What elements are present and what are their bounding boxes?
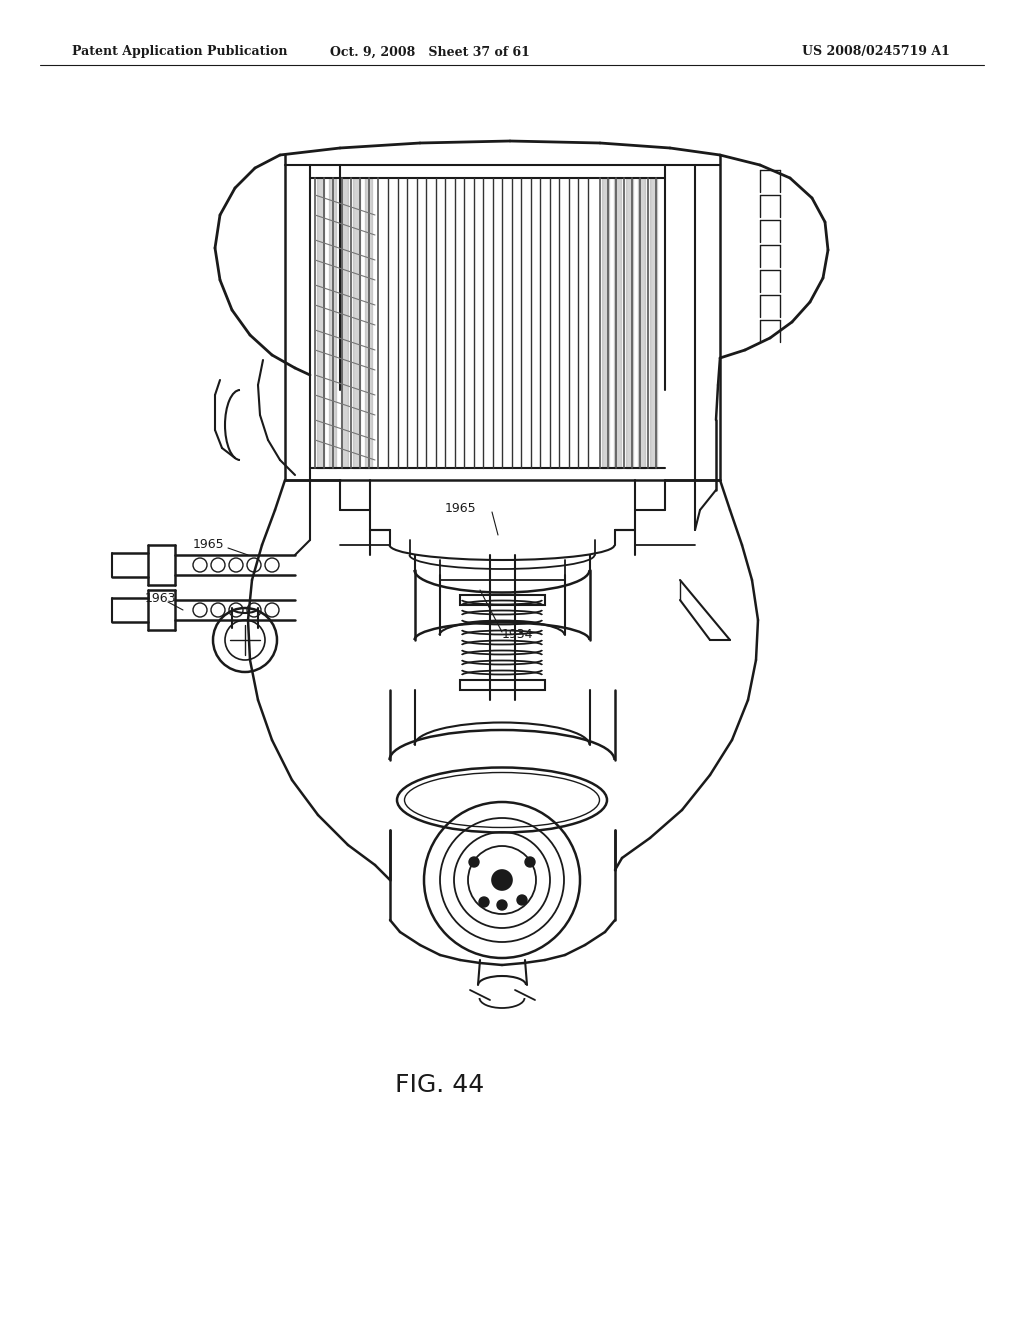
Text: 1965: 1965 xyxy=(445,502,476,515)
Circle shape xyxy=(525,857,535,867)
Text: FIG. 44: FIG. 44 xyxy=(395,1073,484,1097)
Text: US 2008/0245719 A1: US 2008/0245719 A1 xyxy=(802,45,950,58)
Text: Patent Application Publication: Patent Application Publication xyxy=(72,45,288,58)
Text: 1934: 1934 xyxy=(502,628,534,642)
Circle shape xyxy=(469,857,479,867)
Circle shape xyxy=(492,870,512,890)
Circle shape xyxy=(479,898,489,907)
Circle shape xyxy=(517,895,527,906)
Text: Oct. 9, 2008   Sheet 37 of 61: Oct. 9, 2008 Sheet 37 of 61 xyxy=(330,45,530,58)
Text: 1963: 1963 xyxy=(145,591,176,605)
Circle shape xyxy=(497,900,507,909)
Text: 1965: 1965 xyxy=(193,539,224,552)
